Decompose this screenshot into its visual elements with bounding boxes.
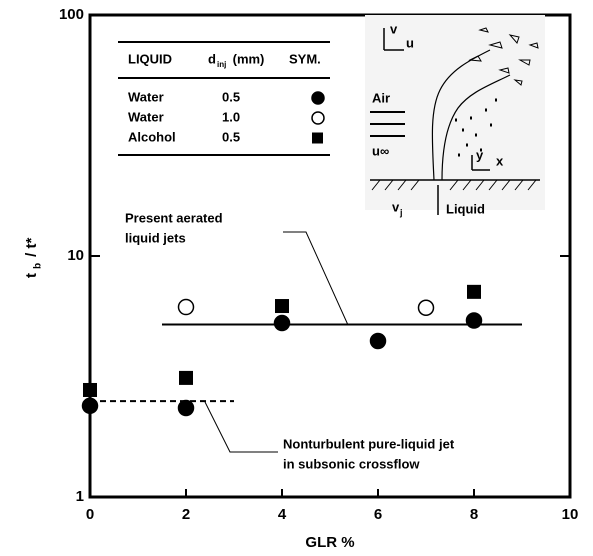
legend-header: d xyxy=(208,51,216,66)
marker xyxy=(417,299,435,316)
legend-header: SYM. xyxy=(289,51,321,66)
inset-label: u∞ xyxy=(372,143,389,158)
legend: LIQUID d inj (mm) SYM. xyxy=(118,41,330,156)
legend-symbol xyxy=(311,111,325,125)
x-tick-label: 10 xyxy=(562,506,579,523)
droplets xyxy=(468,27,539,86)
legend-dinj: 0.5 xyxy=(222,129,240,144)
marker xyxy=(179,370,193,385)
inset-label: u xyxy=(406,35,414,50)
inset-label: x xyxy=(496,153,504,168)
wall-hatch xyxy=(371,179,537,191)
legend-header: (mm) xyxy=(229,51,264,66)
marker xyxy=(467,284,481,299)
legend-symbol xyxy=(312,132,323,144)
legend-liquid: Alcohol xyxy=(128,129,176,144)
inset-label: Liquid xyxy=(446,201,485,216)
marker xyxy=(177,399,195,417)
legend-header: inj xyxy=(217,60,226,69)
inset-label: Air xyxy=(372,90,390,105)
annotation-leader xyxy=(204,401,278,453)
marker xyxy=(273,314,291,332)
xy-axes xyxy=(471,155,490,171)
inset-label: y xyxy=(476,147,484,162)
annotation: in subsonic crossflow xyxy=(283,456,420,471)
vu-axes xyxy=(383,28,404,51)
spray-dots xyxy=(455,98,497,157)
inset-label: j xyxy=(399,207,403,217)
marker xyxy=(465,312,483,329)
legend-liquid: Water xyxy=(128,89,164,104)
legend-liquid: Water xyxy=(128,109,164,124)
y-tick-label: 1 xyxy=(76,488,84,505)
legend-dinj: 1.0 xyxy=(222,109,240,124)
inset-sketch: v u Air u∞ y x v j Liquid xyxy=(365,15,545,217)
air-arrows xyxy=(370,111,405,137)
marker xyxy=(177,298,195,316)
x-tick-label: 6 xyxy=(374,506,382,523)
marker xyxy=(81,397,99,415)
y-label-t: t xyxy=(23,273,40,278)
y-label-sub: b xyxy=(33,263,44,269)
marker xyxy=(275,299,289,314)
y-tick-label: 10 xyxy=(67,247,84,264)
legend-header: LIQUID xyxy=(128,51,172,66)
annotation-leader xyxy=(283,231,349,326)
annotation: Present aerated xyxy=(125,210,223,225)
inset-label: v xyxy=(392,199,400,214)
y-axis-label: t b / t* xyxy=(23,238,44,278)
x-tick-label: 2 xyxy=(182,506,190,523)
annotation: Nonturbulent pure-liquid jet xyxy=(283,436,455,451)
legend-dinj: 0.5 xyxy=(222,89,240,104)
y-label-rest: / t* xyxy=(23,238,40,261)
marker xyxy=(369,332,387,350)
x-tick-label: 0 xyxy=(86,506,94,523)
inset-label: v xyxy=(390,21,398,36)
x-tick-label: 4 xyxy=(278,506,287,523)
x-tick-label: 8 xyxy=(470,506,478,523)
x-axis-label: GLR % xyxy=(305,534,354,551)
annotation: liquid jets xyxy=(125,230,186,245)
y-tick-label: 100 xyxy=(59,6,84,23)
legend-symbol xyxy=(311,91,325,105)
marker xyxy=(83,382,97,397)
